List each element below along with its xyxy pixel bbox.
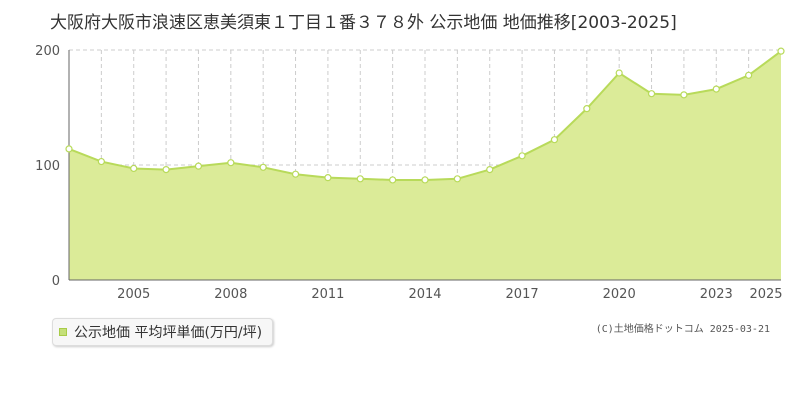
points-layer: [65, 47, 785, 184]
data-point: [324, 174, 332, 182]
x-tick-label: 2008: [214, 287, 247, 302]
x-tick-label: 2017: [506, 287, 539, 302]
data-point: [615, 69, 623, 77]
y-tick-label: 100: [35, 159, 60, 174]
legend-label: 公示地価 平均坪単価(万円/坪): [74, 325, 263, 341]
data-point: [97, 157, 105, 166]
credit-text: (C)土地価格ドットコム 2025-03-21: [595, 324, 770, 335]
chart-title: 大阪府大阪市浪速区恵美須東１丁目１番３７８外 公示地価 地価推移[2003-20…: [50, 13, 677, 33]
x-tick-label: 2023: [700, 287, 733, 302]
data-point: [259, 163, 267, 171]
data-point: [421, 176, 429, 184]
data-point: [65, 145, 73, 153]
data-point: [194, 162, 203, 170]
data-point: [486, 166, 494, 174]
y-tick-label: 200: [35, 44, 60, 59]
data-point: [130, 164, 138, 173]
x-tick-label: 2005: [117, 287, 150, 302]
data-point: [518, 152, 526, 160]
data-point: [647, 90, 656, 98]
data-point: [356, 175, 364, 183]
x-tick-label: 2011: [311, 287, 344, 302]
data-point: [227, 159, 235, 167]
data-point: [291, 170, 300, 178]
data-point: [583, 105, 591, 113]
series-area: [69, 51, 781, 281]
data-point: [680, 91, 688, 99]
axis-layer: [68, 50, 781, 281]
x-tick-label: 2014: [408, 287, 441, 302]
legend-marker: [59, 328, 67, 336]
data-point: [712, 85, 720, 93]
x-tick-label: 2025: [749, 287, 782, 302]
x-tick-label: 2020: [603, 287, 636, 302]
legend: 公示地価 平均坪単価(万円/坪): [52, 318, 274, 346]
data-point: [550, 136, 559, 144]
data-point: [777, 47, 785, 55]
y-tick-label: 0: [52, 274, 60, 289]
labels-layer: 0 100 200 2005 2008 2011 2014 2017 2020 2023 2025: [35, 44, 782, 302]
data-point: [745, 71, 753, 79]
data-point: [453, 175, 461, 183]
data-point: [389, 176, 397, 184]
data-point: [162, 166, 170, 174]
